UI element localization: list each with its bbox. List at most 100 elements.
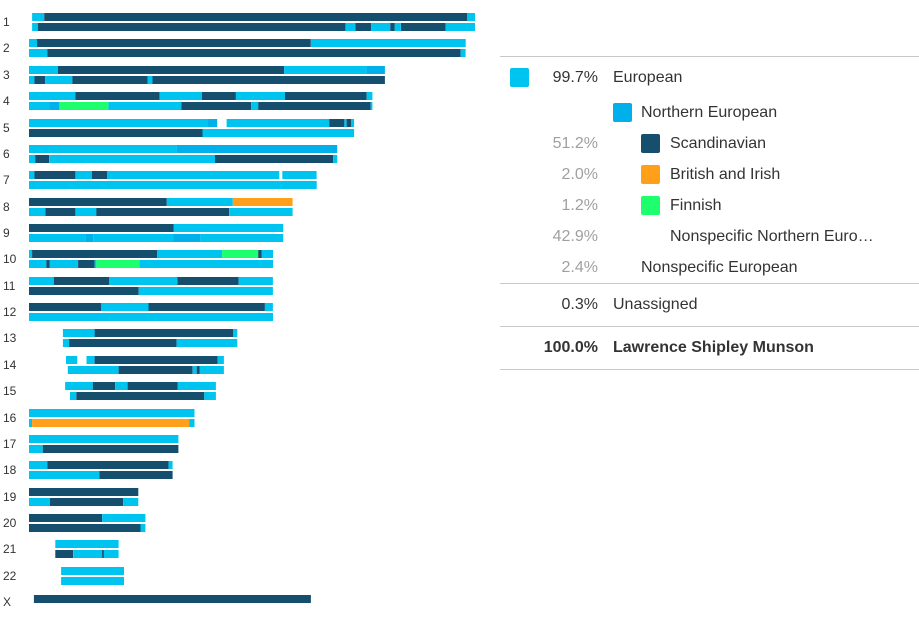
chromosome-8-segment-scandinavian[interactable]: [29, 198, 167, 206]
chromosome-11-segment-european[interactable]: [109, 277, 178, 285]
chromosome-9-segment-european[interactable]: [173, 224, 284, 232]
chromosome-15-segment-european[interactable]: [65, 382, 93, 390]
chromosome-4-segment-european[interactable]: [108, 102, 182, 110]
chromosome-20-segment-european[interactable]: [140, 524, 146, 532]
chromosome-16-segment-european[interactable]: [189, 419, 195, 427]
chromosome-7-segment-scandinavian[interactable]: [34, 171, 76, 179]
chromosome-3-segment-northern-european[interactable]: [366, 66, 385, 74]
chromosome-22-segment-european[interactable]: [61, 577, 124, 585]
chromosome-2-segment-scandinavian[interactable]: [37, 39, 311, 47]
chromosome-3-segment-european[interactable]: [29, 76, 35, 84]
chromosome-3-segment-european[interactable]: [45, 76, 73, 84]
chromosome-2-segment-european[interactable]: [310, 39, 466, 47]
chromosome-11-segment-scandinavian[interactable]: [177, 277, 239, 285]
chromosome-5-segment-northern-european[interactable]: [207, 119, 218, 127]
chromosome-10-segment-european[interactable]: [94, 260, 97, 268]
chromosome-11-segment-scandinavian[interactable]: [54, 277, 110, 285]
chromosome-4-segment-european[interactable]: [366, 92, 373, 100]
chromosome-4-segment-european[interactable]: [251, 102, 259, 110]
chromosome-5-segment-scandinavian[interactable]: [346, 119, 352, 127]
chromosome-1-segment-scandinavian[interactable]: [401, 23, 446, 31]
chromosome-4-segment-scandinavian[interactable]: [258, 102, 371, 110]
legend-row-nonspecific-northern-euro[interactable]: 42.9% Nonspecific Northern Euro…: [500, 221, 919, 252]
chromosome-1-segment-scandinavian[interactable]: [44, 13, 467, 21]
chromosome-14-segment-european[interactable]: [192, 366, 197, 374]
chromosome-13-segment-european[interactable]: [176, 339, 238, 347]
chromosome-10-segment-finnish[interactable]: [222, 250, 259, 258]
chromosome-13-segment-european[interactable]: [62, 339, 70, 347]
chromosome-1-segment-european[interactable]: [345, 23, 356, 31]
chromosome-10-segment-finnish[interactable]: [96, 260, 140, 268]
chromosome-4-segment-european[interactable]: [235, 92, 285, 100]
chromosome-19-segment-european[interactable]: [123, 498, 139, 506]
chromosome-15-segment-european[interactable]: [177, 382, 216, 390]
chromosome-22-segment-european[interactable]: [61, 567, 124, 575]
chromosome-4-segment-european[interactable]: [370, 102, 373, 110]
chromosome-1-segment-european[interactable]: [32, 13, 45, 21]
legend-row-scandinavian[interactable]: 51.2% Scandinavian: [500, 128, 919, 159]
chromosome-10-segment-european[interactable]: [261, 250, 273, 258]
chromosome-8-segment-european[interactable]: [229, 208, 293, 216]
chromosome-3-segment-scandinavian[interactable]: [72, 76, 148, 84]
chromosome-20-segment-scandinavian[interactable]: [29, 514, 103, 522]
chromosome-2-segment-european[interactable]: [29, 49, 48, 57]
chromosome-1-segment-european[interactable]: [371, 23, 391, 31]
chromosome-19-segment-scandinavian[interactable]: [50, 498, 124, 506]
chromosome-14-segment-european[interactable]: [66, 356, 78, 364]
chromosome-14-segment-european[interactable]: [217, 356, 224, 364]
chromosome-5-segment-scandinavian[interactable]: [29, 129, 203, 137]
chromosome-8-segment-european[interactable]: [75, 208, 97, 216]
chromosome-14-segment-european[interactable]: [86, 356, 95, 364]
chromosome-5-segment-european[interactable]: [202, 129, 355, 137]
chromosome-13-segment-scandinavian[interactable]: [69, 339, 177, 347]
chromosome-1-segment-european[interactable]: [394, 23, 401, 31]
chromosome-7-segment-european[interactable]: [107, 171, 280, 179]
chromosome-11-segment-scandinavian[interactable]: [29, 287, 139, 295]
legend-row-northern-european[interactable]: Northern European: [500, 97, 919, 128]
chromosome-14-segment-scandinavian[interactable]: [196, 366, 200, 374]
chromosome-7-segment-european[interactable]: [29, 171, 35, 179]
chromosome-19-segment-european[interactable]: [29, 498, 50, 506]
chromosome-15-segment-european[interactable]: [70, 392, 77, 400]
legend-row-finnish[interactable]: 1.2% Finnish: [500, 190, 919, 221]
legend-row-nonspecific-european[interactable]: 2.4% Nonspecific European: [500, 252, 919, 283]
chromosome-15-segment-european[interactable]: [204, 392, 216, 400]
chromosome-16-segment-european[interactable]: [29, 419, 33, 427]
chromosome-17-segment-european[interactable]: [29, 435, 179, 443]
chromosome-12-segment-european[interactable]: [29, 313, 273, 321]
chromosome-18-segment-scandinavian[interactable]: [99, 471, 173, 479]
chromosome-21-segment-scandinavian[interactable]: [55, 550, 74, 558]
chromosome-13-segment-scandinavian[interactable]: [94, 329, 234, 337]
chromosome-10-segment-european[interactable]: [29, 260, 47, 268]
chromosome-7-segment-european[interactable]: [282, 171, 317, 179]
chromosome-9-segment-european[interactable]: [200, 234, 284, 242]
chromosome-2-segment-european[interactable]: [29, 39, 37, 47]
chromosome-18-segment-european[interactable]: [29, 461, 48, 469]
chromosome-18-segment-european[interactable]: [168, 461, 173, 469]
chromosome-10-segment-european[interactable]: [139, 260, 273, 268]
chromosome-3-segment-european[interactable]: [284, 66, 367, 74]
chromosome-9-segment-northern-european[interactable]: [85, 234, 94, 242]
chromosome-11-segment-european[interactable]: [29, 277, 54, 285]
chromosome-4-segment-european[interactable]: [29, 92, 76, 100]
chromosome-5-segment-european[interactable]: [226, 119, 330, 127]
chromosome-15-segment-scandinavian[interactable]: [76, 392, 205, 400]
chromosome-12-segment-european[interactable]: [101, 303, 149, 311]
chromosome-11-segment-european[interactable]: [138, 287, 273, 295]
chromosome-7-segment-scandinavian[interactable]: [91, 171, 108, 179]
chromosome-9-segment-european[interactable]: [29, 234, 86, 242]
chromosome-1-segment-scandinavian[interactable]: [37, 23, 346, 31]
chromosome-11-segment-european[interactable]: [238, 277, 273, 285]
chromosome-10-segment-scandinavian[interactable]: [258, 250, 262, 258]
chromosome-13-segment-european[interactable]: [62, 329, 95, 337]
chromosome-3-segment-european[interactable]: [147, 76, 153, 84]
chromosome-21-segment-european[interactable]: [103, 550, 119, 558]
legend-row-european[interactable]: 99.7% European: [500, 57, 919, 97]
chromosome-4-segment-scandinavian[interactable]: [202, 92, 236, 100]
chromosome-1-segment-european[interactable]: [445, 23, 475, 31]
chromosome-10-segment-european[interactable]: [157, 250, 223, 258]
chromosome-8-segment-european[interactable]: [29, 208, 46, 216]
chromosome-16-segment-british-irish[interactable]: [32, 419, 190, 427]
chromosome-6-segment-european[interactable]: [29, 155, 36, 163]
chromosome-2-segment-european[interactable]: [460, 49, 466, 57]
